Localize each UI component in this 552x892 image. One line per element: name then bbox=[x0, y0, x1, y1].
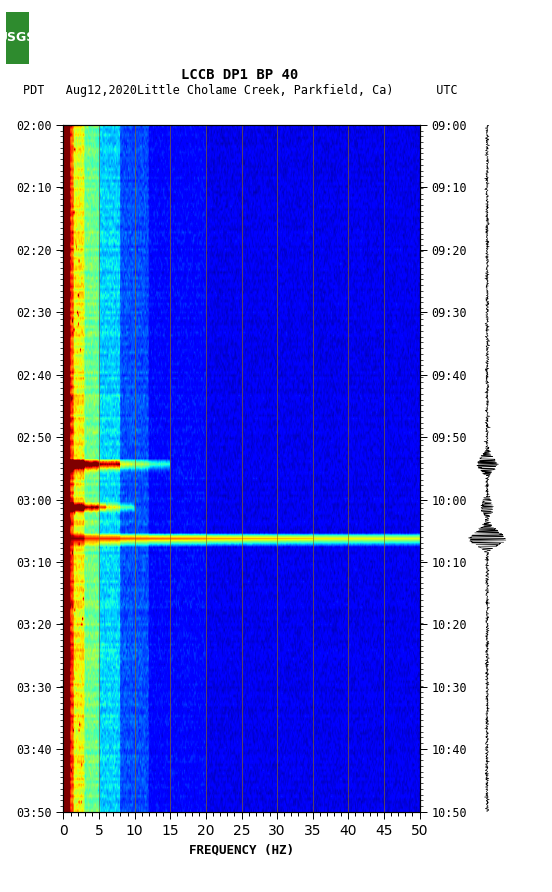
Text: LCCB DP1 BP 40: LCCB DP1 BP 40 bbox=[182, 68, 299, 82]
FancyBboxPatch shape bbox=[6, 12, 29, 64]
Text: PDT   Aug12,2020Little Cholame Creek, Parkfield, Ca)      UTC: PDT Aug12,2020Little Cholame Creek, Park… bbox=[23, 85, 458, 97]
X-axis label: FREQUENCY (HZ): FREQUENCY (HZ) bbox=[189, 843, 294, 856]
Text: USGS: USGS bbox=[0, 31, 36, 44]
